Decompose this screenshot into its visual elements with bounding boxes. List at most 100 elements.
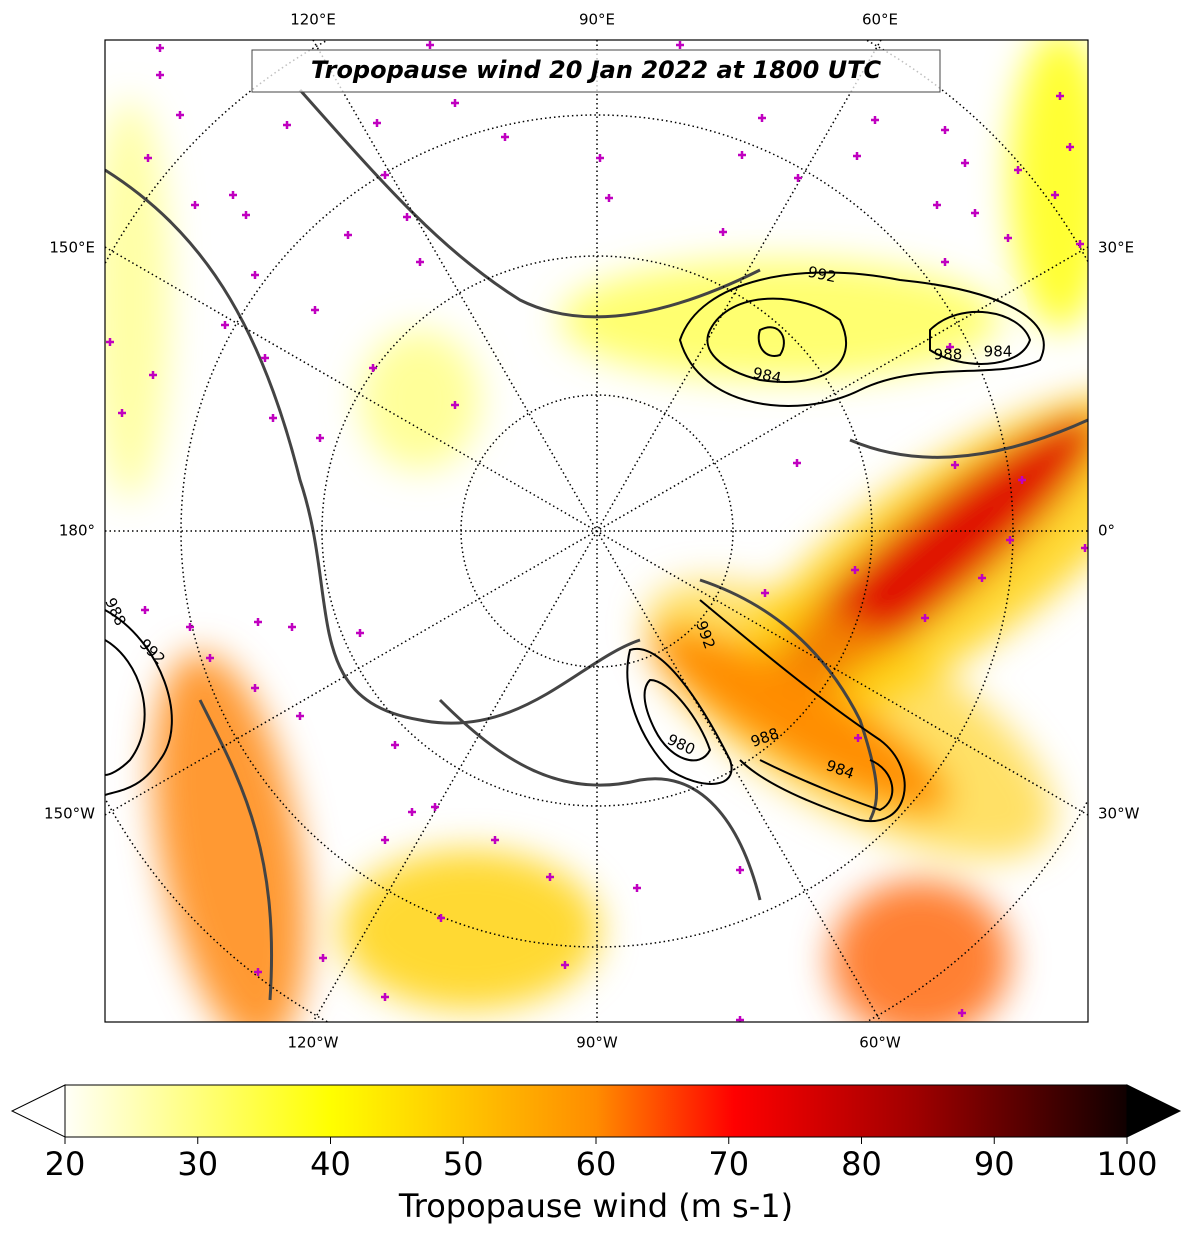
- station-marker: [149, 371, 157, 379]
- colorbar-label: Tropopause wind (m s-1): [398, 1187, 793, 1225]
- station-marker: [871, 116, 879, 124]
- station-marker: [381, 993, 389, 1001]
- pressure-contours: [105, 271, 1045, 823]
- coastlines: [105, 89, 1088, 1001]
- lon-label: 150°E: [49, 239, 95, 257]
- station-marker: [206, 654, 214, 662]
- contour-label: 984: [984, 343, 1013, 361]
- station-markers: [106, 41, 1088, 1022]
- station-marker: [853, 152, 861, 160]
- station-marker: [319, 954, 327, 962]
- station-marker: [758, 114, 766, 122]
- colorbar-tick-label: 90: [974, 1145, 1015, 1183]
- station-marker: [1018, 476, 1026, 484]
- station-marker: [191, 201, 199, 209]
- station-marker: [736, 1016, 744, 1022]
- colorbar-extend-high: [1126, 1084, 1182, 1138]
- station-marker: [851, 566, 859, 574]
- station-marker: [736, 866, 744, 874]
- station-marker: [221, 321, 229, 329]
- lon-label: 0°: [1098, 522, 1115, 540]
- station-marker: [144, 154, 152, 162]
- station-marker: [633, 884, 641, 892]
- station-marker: [381, 171, 389, 179]
- station-marker: [951, 461, 959, 469]
- station-marker: [793, 459, 801, 467]
- station-marker: [254, 968, 262, 976]
- station-marker: [106, 338, 114, 346]
- longitude-labels: 120°E 90°E 60°E 120°W 90°W 60°W 150°E 18…: [44, 11, 1140, 1052]
- station-marker: [283, 121, 291, 129]
- station-marker: [254, 618, 262, 626]
- station-marker: [941, 126, 949, 134]
- colorbar-tick-label: 50: [443, 1145, 484, 1183]
- contour-label: 988: [934, 346, 963, 364]
- station-marker: [311, 306, 319, 314]
- station-marker: [605, 194, 613, 202]
- station-marker: [431, 803, 439, 811]
- station-marker: [761, 589, 769, 597]
- station-marker: [561, 961, 569, 969]
- contour-label: 992: [806, 263, 838, 287]
- station-marker: [156, 71, 164, 79]
- station-marker: [251, 684, 259, 692]
- station-marker: [141, 606, 149, 614]
- contour-label: 984: [751, 364, 783, 388]
- station-marker: [229, 191, 237, 199]
- station-marker: [1006, 536, 1014, 544]
- station-marker: [437, 914, 445, 922]
- station-marker: [501, 133, 509, 141]
- station-marker: [269, 414, 277, 422]
- station-marker: [933, 201, 941, 209]
- title-box: [251, 49, 941, 93]
- station-marker: [186, 623, 194, 631]
- station-marker: [978, 574, 986, 582]
- station-marker: [1014, 166, 1022, 174]
- station-marker: [738, 151, 746, 159]
- map-frame: [104, 39, 1089, 1023]
- colorbar-tick-label: 20: [45, 1145, 86, 1183]
- station-marker: [416, 258, 424, 266]
- graticule: [105, 40, 1088, 1022]
- station-marker: [596, 154, 604, 162]
- lon-label: 180°: [59, 522, 95, 540]
- lon-label: 90°W: [576, 1034, 618, 1052]
- map-area: [105, 40, 1088, 1022]
- station-marker: [491, 836, 499, 844]
- station-marker: [794, 174, 802, 182]
- station-marker: [408, 808, 416, 816]
- colorbar-body: [64, 1084, 1128, 1138]
- lon-label: 60°W: [859, 1034, 901, 1052]
- colorbar-tick-label: 60: [576, 1145, 617, 1183]
- lon-label: 30°W: [1098, 805, 1140, 823]
- station-marker: [369, 364, 377, 372]
- wind-field: [105, 40, 1088, 1022]
- station-marker: [961, 159, 969, 167]
- station-marker: [242, 211, 250, 219]
- colorbar-tick-label: 30: [177, 1145, 218, 1183]
- lon-label: 150°W: [44, 805, 95, 823]
- lon-label: 60°E: [862, 11, 898, 29]
- colorbar-tick-label: 70: [708, 1145, 749, 1183]
- lon-label: 90°E: [579, 11, 615, 29]
- lon-label: 30°E: [1098, 239, 1134, 257]
- station-marker: [381, 836, 389, 844]
- station-marker: [356, 629, 364, 637]
- map-title: Tropopause wind 20 Jan 2022 at 1800 UTC: [311, 56, 882, 84]
- station-marker: [719, 228, 727, 236]
- station-marker: [296, 712, 304, 720]
- station-marker: [316, 434, 324, 442]
- colorbar-extend-low: [10, 1084, 66, 1138]
- station-marker: [118, 409, 126, 417]
- station-marker: [1004, 234, 1012, 242]
- station-marker: [941, 258, 949, 266]
- station-marker: [261, 354, 269, 362]
- station-marker: [1051, 191, 1059, 199]
- colorbar-tick-label: 100: [1096, 1145, 1157, 1183]
- station-marker: [288, 623, 296, 631]
- station-marker: [676, 41, 684, 49]
- station-marker: [391, 741, 399, 749]
- station-marker: [546, 873, 554, 881]
- station-marker: [1076, 240, 1084, 248]
